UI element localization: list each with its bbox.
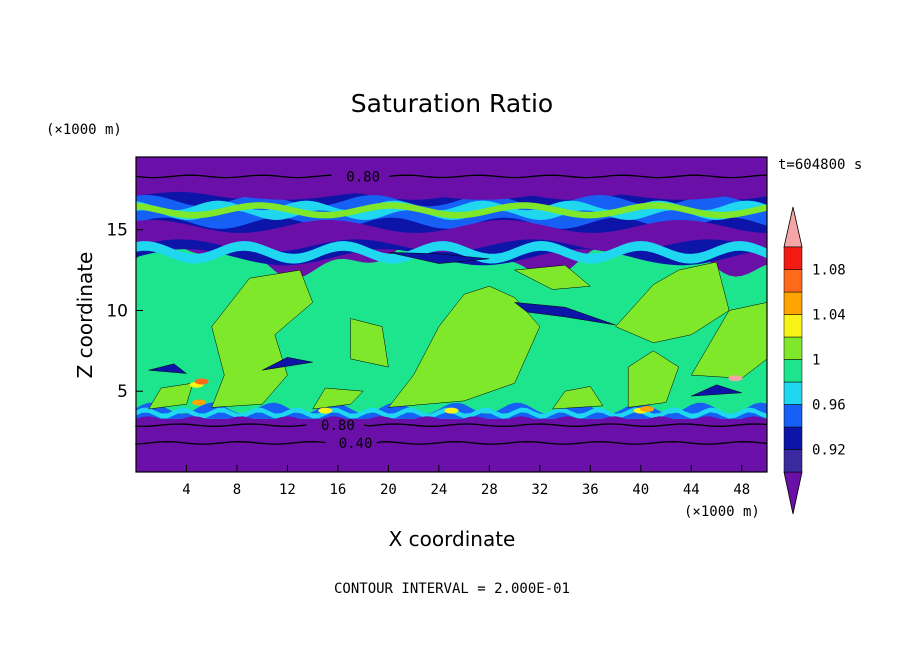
- x-tick-label-28: 28: [481, 482, 498, 498]
- supersat-spot-3: [318, 407, 333, 414]
- moist-blob-5: [615, 261, 730, 344]
- moist-blob-3: [387, 285, 541, 408]
- heatmap-field: [136, 157, 767, 472]
- band-boundary-cyan: [136, 407, 767, 419]
- band-top-purple: [136, 157, 767, 200]
- x-tick-label-44: 44: [683, 482, 700, 498]
- colorbar-box-6: [783, 336, 803, 360]
- y-unit-label: (×1000 m): [46, 122, 122, 138]
- dry-streak-4: [262, 357, 313, 371]
- x-axis: 4 8 12 16 20 24 28 32 36 40 44 48: [182, 465, 750, 498]
- x-tick-label-24: 24: [430, 482, 447, 498]
- x-tick-label-20: 20: [380, 482, 397, 498]
- contour-line-2: [135, 423, 768, 428]
- moist-blob-6: [627, 350, 680, 408]
- colorbar-box-8: [783, 291, 803, 315]
- colorbar-box-9: [783, 269, 803, 293]
- y-tick-label-15: 15: [106, 221, 128, 241]
- colorbar-upper-triangle: [783, 206, 803, 248]
- x-unit-label: (×1000 m): [684, 504, 760, 520]
- dry-streak-2: [388, 252, 490, 264]
- y-axis-label: Z coordinate: [73, 252, 97, 379]
- colorbar-box-10: [783, 246, 803, 270]
- band-bottom-purple: [136, 416, 767, 472]
- x-tick-label-4: 4: [182, 482, 190, 498]
- x-tick-label-40: 40: [632, 482, 649, 498]
- chart-title: Saturation Ratio: [351, 89, 553, 118]
- colorbar-box-5: [783, 359, 803, 383]
- dry-streak-3: [148, 363, 188, 374]
- colorbar-label-3: 1.04: [812, 308, 846, 324]
- moist-blob-9: [312, 387, 364, 410]
- colorbar-label-4: 1.08: [812, 263, 846, 279]
- colorbar-box-1: [783, 449, 803, 473]
- colorbar-label-1: 0.96: [812, 398, 846, 414]
- band-upper-cyan-low: [136, 241, 767, 264]
- supersat-spot-8: [192, 399, 207, 406]
- contour-label-1: 0.80: [346, 169, 380, 185]
- band-upper-purple: [136, 220, 767, 253]
- contour-line-3: [135, 441, 768, 445]
- colorbar-box-7: [783, 314, 803, 338]
- dry-streak-5: [691, 384, 742, 397]
- time-label: t=604800 s: [778, 157, 862, 173]
- x-tick-label-32: 32: [531, 482, 548, 498]
- moist-blob-1: [211, 269, 313, 408]
- contour-line-1: [135, 174, 768, 179]
- colorbar-box-4: [783, 381, 803, 405]
- moist-blob-2: [350, 318, 389, 368]
- x-tick-label-36: 36: [582, 482, 599, 498]
- moist-blob-10: [551, 386, 604, 410]
- contour-lines: 0.80 0.80 0.40: [135, 169, 768, 452]
- supersat-spot-4: [444, 407, 459, 414]
- moist-blob-4: [513, 264, 591, 290]
- colorbar-label-2: 1: [812, 353, 820, 369]
- colorbar-box-2: [783, 426, 803, 450]
- x-tick-label-16: 16: [329, 482, 346, 498]
- colorbar-label-0: 0.92: [812, 443, 846, 459]
- colorbar: 0.92 0.96 1 1.04 1.08: [783, 206, 846, 515]
- x-tick-label-48: 48: [733, 482, 750, 498]
- colorbar-lower-triangle: [783, 471, 803, 515]
- contour-label-2: 0.80: [321, 418, 355, 434]
- y-axis: 5 10 15: [106, 221, 143, 402]
- supersat-spot-2: [194, 378, 209, 385]
- x-tick-label-12: 12: [279, 482, 296, 498]
- y-tick-label-10: 10: [106, 301, 128, 321]
- band-upper-green: [136, 202, 767, 219]
- y-tick-label-5: 5: [117, 382, 128, 402]
- supersat-spot-7: [728, 375, 743, 382]
- dry-streak-1: [513, 302, 616, 326]
- x-tick-label-8: 8: [233, 482, 241, 498]
- colorbar-box-3: [783, 404, 803, 428]
- supersat-spot-6: [640, 406, 655, 412]
- plot-frame: [135, 156, 768, 473]
- x-axis-label: X coordinate: [389, 527, 516, 551]
- contour-interval-footer: CONTOUR INTERVAL = 2.000E-01: [334, 581, 570, 597]
- contour-label-3: 0.40: [339, 436, 373, 452]
